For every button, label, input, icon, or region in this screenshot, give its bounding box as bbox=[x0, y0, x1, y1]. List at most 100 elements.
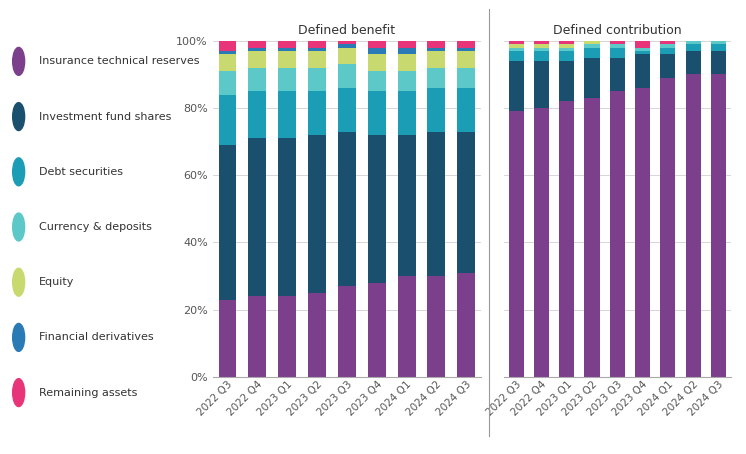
Bar bbox=[686, 44, 700, 51]
Bar bbox=[368, 41, 386, 48]
Bar bbox=[711, 44, 726, 51]
Bar bbox=[398, 91, 416, 135]
Bar bbox=[686, 41, 700, 44]
Bar bbox=[560, 51, 574, 61]
Bar bbox=[584, 98, 600, 377]
Text: Currency & deposits: Currency & deposits bbox=[39, 222, 152, 232]
Bar bbox=[534, 48, 549, 51]
Bar bbox=[338, 286, 356, 377]
Text: Remaining assets: Remaining assets bbox=[39, 388, 137, 398]
Circle shape bbox=[13, 379, 25, 407]
Bar bbox=[219, 41, 236, 51]
Bar bbox=[368, 54, 386, 71]
Bar bbox=[534, 51, 549, 61]
Bar bbox=[308, 51, 326, 68]
Bar bbox=[609, 48, 625, 58]
Bar bbox=[534, 108, 549, 377]
Bar bbox=[457, 51, 475, 68]
Bar bbox=[509, 61, 524, 111]
Bar bbox=[686, 51, 700, 74]
Bar bbox=[609, 41, 625, 44]
Bar bbox=[609, 44, 625, 48]
Bar bbox=[219, 94, 236, 145]
Bar bbox=[457, 88, 475, 132]
Bar bbox=[427, 68, 445, 88]
Bar bbox=[584, 41, 600, 44]
Bar bbox=[308, 48, 326, 51]
Bar bbox=[278, 91, 296, 138]
Bar bbox=[427, 88, 445, 132]
Bar bbox=[248, 41, 266, 48]
Bar bbox=[219, 54, 236, 71]
Bar bbox=[660, 44, 675, 48]
Bar bbox=[509, 48, 524, 51]
Bar bbox=[368, 71, 386, 91]
Bar bbox=[560, 101, 574, 377]
Bar bbox=[219, 71, 236, 94]
Text: Financial derivatives: Financial derivatives bbox=[39, 332, 154, 342]
Bar bbox=[338, 48, 356, 64]
Bar bbox=[635, 48, 651, 51]
Bar bbox=[248, 48, 266, 51]
Bar bbox=[609, 58, 625, 91]
Bar bbox=[560, 61, 574, 101]
Bar bbox=[338, 88, 356, 132]
Bar bbox=[248, 91, 266, 138]
Bar bbox=[338, 64, 356, 88]
Bar bbox=[711, 51, 726, 74]
Bar bbox=[711, 74, 726, 377]
Bar bbox=[457, 41, 475, 48]
Bar bbox=[711, 41, 726, 44]
Bar bbox=[219, 300, 236, 377]
Bar bbox=[635, 41, 651, 48]
Bar bbox=[534, 41, 549, 44]
Title: Defined contribution: Defined contribution bbox=[553, 24, 682, 37]
Bar bbox=[248, 51, 266, 68]
Bar bbox=[457, 273, 475, 377]
Circle shape bbox=[13, 47, 25, 75]
Circle shape bbox=[13, 268, 25, 296]
Bar bbox=[398, 41, 416, 48]
Bar bbox=[248, 296, 266, 377]
Circle shape bbox=[13, 323, 25, 351]
Bar bbox=[560, 41, 574, 44]
Bar bbox=[219, 51, 236, 54]
Bar bbox=[308, 41, 326, 48]
Bar bbox=[584, 48, 600, 58]
Bar bbox=[338, 41, 356, 44]
Bar bbox=[457, 68, 475, 88]
Bar bbox=[457, 48, 475, 51]
Bar bbox=[534, 44, 549, 48]
Bar bbox=[427, 132, 445, 276]
Bar bbox=[278, 68, 296, 91]
Bar bbox=[398, 135, 416, 276]
Bar bbox=[308, 68, 326, 91]
Bar bbox=[509, 51, 524, 61]
Bar bbox=[368, 91, 386, 135]
Bar bbox=[609, 91, 625, 377]
Bar bbox=[427, 41, 445, 48]
Circle shape bbox=[13, 158, 25, 186]
Bar bbox=[338, 132, 356, 286]
Text: Equity: Equity bbox=[39, 277, 75, 287]
Bar bbox=[427, 276, 445, 377]
Bar bbox=[278, 138, 296, 296]
Bar bbox=[660, 78, 675, 377]
Bar bbox=[368, 48, 386, 54]
Bar bbox=[219, 145, 236, 300]
Bar bbox=[308, 91, 326, 135]
Bar bbox=[278, 41, 296, 48]
Bar bbox=[635, 88, 651, 377]
Bar bbox=[398, 276, 416, 377]
Bar bbox=[509, 111, 524, 377]
Bar bbox=[560, 44, 574, 48]
Title: Defined benefit: Defined benefit bbox=[298, 24, 395, 37]
Bar bbox=[584, 44, 600, 48]
Bar bbox=[534, 61, 549, 108]
Bar bbox=[308, 135, 326, 293]
Bar bbox=[509, 41, 524, 44]
Bar bbox=[398, 71, 416, 91]
Bar bbox=[368, 135, 386, 283]
Bar bbox=[584, 58, 600, 98]
Bar bbox=[398, 48, 416, 54]
